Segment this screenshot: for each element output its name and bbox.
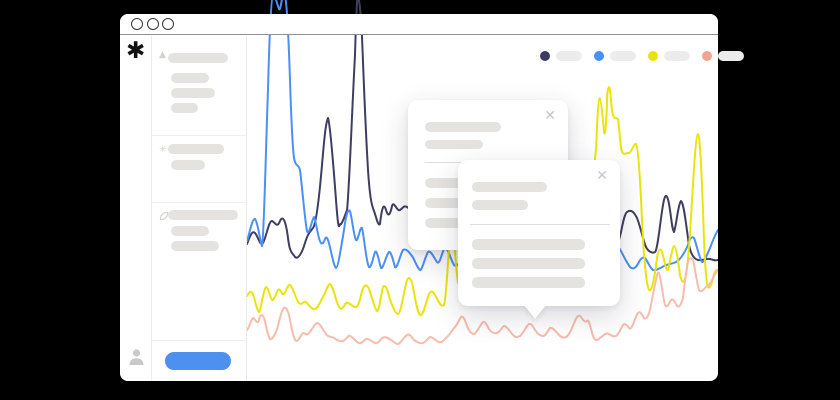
asterisk-logo-icon[interactable]: ✱: [126, 38, 146, 64]
legend-label-skeleton: [610, 51, 636, 61]
primary-cta-button[interactable]: [165, 351, 231, 370]
legend-item-salmon[interactable]: [702, 51, 744, 61]
skeleton-bar: [168, 209, 238, 220]
tooltip-card-front[interactable]: ✕: [458, 160, 620, 319]
legend-label-skeleton: [718, 51, 744, 61]
skeleton-title: [472, 182, 547, 192]
legend-item-blue[interactable]: [594, 51, 636, 61]
leaf-icon: [159, 211, 169, 224]
skeleton-bar: [171, 240, 219, 251]
legend-dot-salmon: [702, 51, 712, 61]
legend-dot-yellow: [648, 51, 658, 61]
skeleton-subtitle: [472, 200, 528, 210]
legend-label-skeleton: [664, 51, 690, 61]
user-avatar-icon[interactable]: [129, 349, 144, 370]
skeleton-bar: [168, 52, 228, 63]
traffic-light-zoom-button[interactable]: [162, 18, 174, 30]
legend-dot-navy: [540, 51, 550, 61]
skeleton-bar: [171, 159, 205, 170]
traffic-light-minimize-button[interactable]: [146, 18, 159, 30]
sidebar-item-3[interactable]: [152, 203, 246, 341]
skeleton-line: [472, 258, 585, 269]
skeleton-bar: [171, 102, 198, 113]
window-titlebar: [120, 14, 718, 35]
chart-legend: [540, 51, 756, 61]
sidebar-footer: [152, 341, 246, 381]
legend-item-navy[interactable]: [540, 51, 582, 61]
skeleton-bar: [171, 72, 209, 83]
star-icon: ✳: [159, 144, 167, 155]
skeleton-line: [472, 239, 585, 250]
sidebar-item-1[interactable]: ▲: [152, 36, 246, 136]
tooltip-tail: [524, 305, 546, 319]
legend-dot-blue: [594, 51, 604, 61]
skeleton-line: [472, 277, 585, 288]
left-rail: [120, 35, 152, 381]
triangle-icon: ▲: [159, 49, 166, 60]
skeleton-bar: [171, 225, 209, 236]
sidebar-item-2[interactable]: ✳: [152, 136, 246, 203]
close-icon[interactable]: ✕: [544, 108, 556, 124]
skeleton-title: [425, 122, 501, 132]
skeleton-subtitle: [425, 140, 483, 149]
skeleton-bar: [168, 143, 224, 154]
traffic-light-close-button[interactable]: [131, 18, 143, 30]
legend-item-yellow[interactable]: [648, 51, 690, 61]
divider: [470, 224, 610, 225]
legend-label-skeleton: [556, 51, 582, 61]
skeleton-bar: [171, 87, 215, 98]
close-icon[interactable]: ✕: [596, 168, 608, 184]
sidebar: ▲ ✳: [152, 35, 247, 381]
